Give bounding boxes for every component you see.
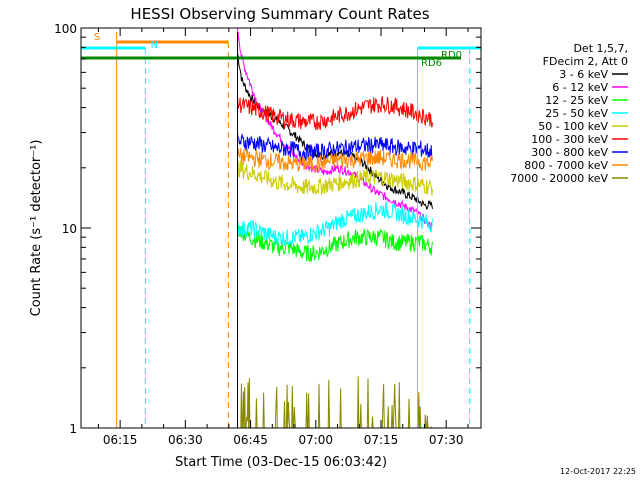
series-line bbox=[237, 200, 433, 247]
x-tick-label: 07:30 bbox=[429, 433, 464, 447]
series-line bbox=[237, 148, 433, 173]
series-line bbox=[237, 52, 433, 210]
y-axis-label: Count Rate (s⁻¹ detector⁻¹) bbox=[29, 140, 44, 317]
legend-entry: 7000 - 20000 keV bbox=[510, 172, 608, 185]
timestamp: 12-Oct-2017 22:25 bbox=[560, 467, 636, 476]
chart-title: HESSI Observing Summary Count Rates bbox=[130, 5, 429, 23]
x-tick-label: 07:00 bbox=[298, 433, 333, 447]
flag-label: N bbox=[151, 40, 158, 51]
x-axis: 06:15 06:30 06:45 07:00 07:15 07:30 bbox=[97, 28, 469, 447]
series-line bbox=[237, 27, 433, 231]
series-line bbox=[237, 225, 433, 262]
flag-label: RD0 bbox=[441, 50, 462, 61]
legend-header: FDecim 2, Att 0 bbox=[543, 55, 628, 68]
legend-entry: 6 - 12 keV bbox=[552, 81, 608, 94]
legend-entry: 12 - 25 keV bbox=[545, 94, 608, 107]
y-axis: 1 10 100 bbox=[54, 22, 481, 436]
x-axis-label: Start Time (03-Dec-15 06:03:42) bbox=[175, 455, 387, 470]
legend-entry: 25 - 50 keV bbox=[545, 107, 608, 120]
flag-label: S bbox=[94, 32, 100, 43]
legend-header: Det 1,5,7, bbox=[573, 42, 628, 55]
legend-entry: 300 - 800 keV bbox=[531, 146, 608, 159]
marker-layer bbox=[81, 32, 481, 428]
legend-entry: 3 - 6 keV bbox=[559, 68, 608, 81]
x-tick-label: 06:45 bbox=[233, 433, 268, 447]
y-tick-label: 1 bbox=[69, 422, 77, 436]
data-layer bbox=[237, 27, 433, 429]
legend-entry: 100 - 300 keV bbox=[531, 133, 608, 146]
x-tick-label: 06:15 bbox=[103, 433, 138, 447]
x-tick-label: 06:30 bbox=[168, 433, 203, 447]
legend-entry: 800 - 7000 keV bbox=[524, 159, 608, 172]
series-line bbox=[237, 376, 433, 429]
series-line bbox=[237, 95, 433, 131]
x-tick-label: 07:15 bbox=[364, 433, 399, 447]
y-tick-label: 100 bbox=[54, 22, 77, 36]
plot-frame bbox=[80, 27, 482, 429]
y-tick-label: 10 bbox=[62, 222, 77, 236]
legend-entry: 50 - 100 keV bbox=[538, 120, 608, 133]
flag-label: RD6 bbox=[421, 58, 442, 69]
series-line bbox=[237, 160, 433, 196]
